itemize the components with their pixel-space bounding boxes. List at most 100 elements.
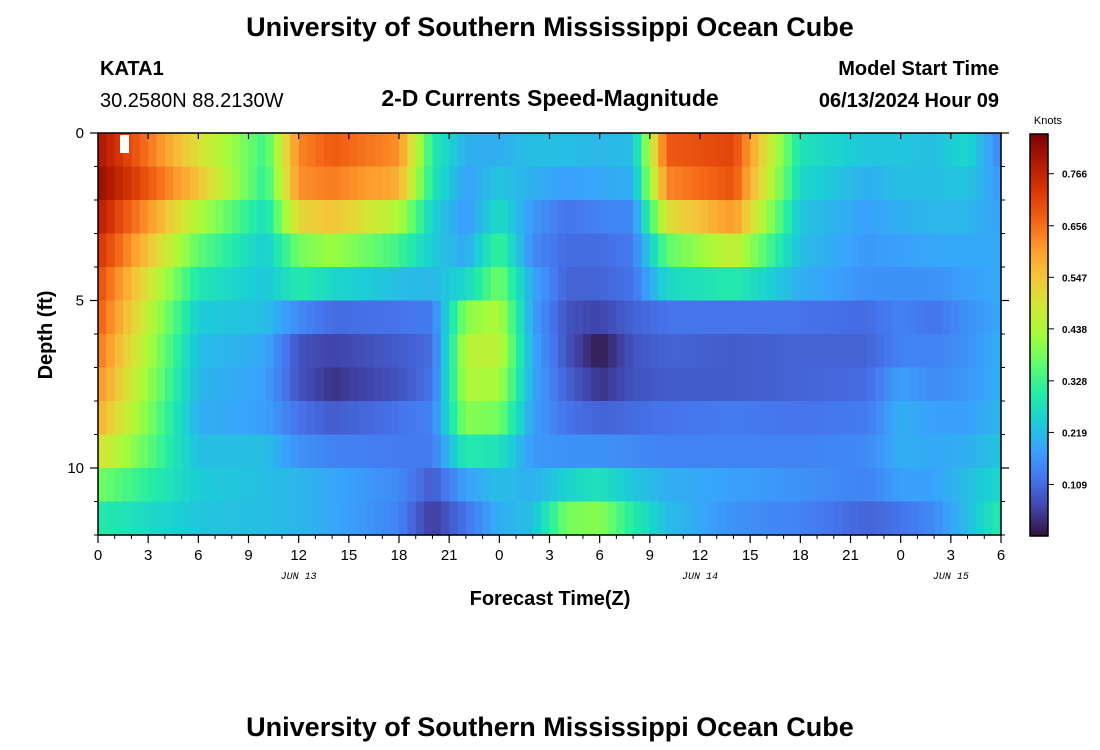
heatmap-cell bbox=[240, 334, 250, 369]
heatmap-cell bbox=[231, 300, 241, 335]
heatmap-cell bbox=[674, 334, 684, 369]
heatmap-cell bbox=[758, 133, 768, 168]
heatmap-cell bbox=[123, 267, 133, 302]
heatmap-cell bbox=[942, 300, 952, 335]
heatmap-cell bbox=[842, 200, 852, 235]
heatmap-cell bbox=[783, 200, 793, 235]
heatmap-cell bbox=[206, 334, 216, 369]
heatmap-cell bbox=[666, 267, 676, 302]
heatmap-cell bbox=[791, 267, 801, 302]
heatmap-cell bbox=[323, 367, 333, 402]
heatmap-cell bbox=[407, 267, 417, 302]
heatmap-cell bbox=[532, 434, 542, 469]
heatmap-cell bbox=[741, 367, 751, 402]
heatmap-cell bbox=[783, 434, 793, 469]
heatmap-cell bbox=[900, 200, 910, 235]
heatmap-cell bbox=[298, 468, 308, 503]
heatmap-cell bbox=[173, 267, 183, 302]
heatmap-cell bbox=[867, 468, 877, 503]
heatmap-cell bbox=[231, 267, 241, 302]
heatmap-cell bbox=[215, 133, 225, 168]
heatmap-cell bbox=[716, 334, 726, 369]
heatmap-cell bbox=[900, 468, 910, 503]
heatmap-cell bbox=[106, 468, 116, 503]
heatmap-cell bbox=[566, 267, 576, 302]
heatmap-cell bbox=[123, 300, 133, 335]
heatmap-cell bbox=[557, 267, 567, 302]
heatmap-cell bbox=[758, 401, 768, 436]
heatmap-cell bbox=[223, 468, 233, 503]
heatmap-cell bbox=[708, 367, 718, 402]
heatmap-cell bbox=[649, 200, 659, 235]
heatmap-cell bbox=[256, 367, 266, 402]
heatmap-cell bbox=[156, 200, 166, 235]
heatmap-cell bbox=[608, 267, 617, 302]
heatmap-cell bbox=[858, 367, 868, 402]
heatmap-cell bbox=[574, 334, 584, 369]
heatmap-cell bbox=[616, 166, 626, 201]
heatmap-cell bbox=[256, 501, 266, 536]
heatmap-cell bbox=[775, 300, 785, 335]
heatmap-cell bbox=[950, 300, 960, 335]
heatmap-cell bbox=[808, 501, 818, 536]
heatmap-cell bbox=[340, 334, 350, 369]
heatmap-cell bbox=[616, 367, 626, 402]
heatmap-cell bbox=[566, 233, 576, 268]
heatmap-cell bbox=[624, 133, 634, 168]
heatmap-cell bbox=[950, 501, 960, 536]
heatmap-cell bbox=[240, 300, 250, 335]
station-coords: 30.2580N 88.2130W bbox=[100, 90, 284, 112]
heatmap-cell bbox=[649, 468, 659, 503]
heatmap-cell bbox=[992, 434, 1002, 469]
heatmap-cell bbox=[791, 166, 801, 201]
heatmap-cell bbox=[240, 401, 250, 436]
heatmap-cell bbox=[164, 166, 174, 201]
heatmap-cell bbox=[850, 501, 860, 536]
heatmap-cell bbox=[766, 233, 776, 268]
heatmap-cell bbox=[390, 434, 400, 469]
heatmap-cell bbox=[674, 468, 684, 503]
heatmap-cell bbox=[566, 367, 576, 402]
heatmap-cell bbox=[465, 434, 475, 469]
heatmap-cell bbox=[624, 501, 634, 536]
heatmap-cell bbox=[950, 200, 960, 235]
heatmap-cell bbox=[432, 434, 442, 469]
heatmap-cell bbox=[741, 401, 751, 436]
heatmap-cell bbox=[131, 200, 141, 235]
heatmap-cell bbox=[348, 434, 358, 469]
heatmap-cell bbox=[532, 367, 542, 402]
heatmap-cell bbox=[382, 334, 392, 369]
heatmap-cell bbox=[482, 501, 492, 536]
heatmap-cell bbox=[215, 501, 225, 536]
heatmap-cell bbox=[557, 367, 567, 402]
heatmap-cell bbox=[365, 267, 375, 302]
heatmap-cell bbox=[691, 367, 701, 402]
heatmap-cell bbox=[691, 434, 701, 469]
heatmap-cell bbox=[240, 468, 250, 503]
colorbar-tick-label: 0.438 bbox=[1062, 325, 1087, 336]
heatmap-cell bbox=[156, 401, 166, 436]
heatmap-cell bbox=[825, 200, 835, 235]
x-tick-label: 3 bbox=[545, 547, 553, 564]
heatmap-cell bbox=[934, 200, 944, 235]
heatmap-cell bbox=[800, 267, 810, 302]
heatmap-cell bbox=[725, 501, 735, 536]
heatmap-cell bbox=[298, 334, 308, 369]
heatmap-cell bbox=[917, 233, 927, 268]
heatmap-cell bbox=[189, 200, 199, 235]
heatmap-cell bbox=[674, 166, 684, 201]
heatmap-cell bbox=[624, 166, 634, 201]
heatmap-cell bbox=[791, 468, 801, 503]
heatmap-cell bbox=[231, 434, 241, 469]
heatmap-cell bbox=[315, 501, 325, 536]
heatmap-cell bbox=[198, 367, 208, 402]
heatmap-cell bbox=[867, 367, 877, 402]
heatmap-cell bbox=[700, 401, 709, 436]
heatmap-cell bbox=[424, 233, 434, 268]
heatmap-cell bbox=[223, 166, 233, 201]
heatmap-cell bbox=[649, 233, 659, 268]
heatmap-cell bbox=[164, 434, 174, 469]
heatmap-cell bbox=[106, 367, 116, 402]
heatmap-cell bbox=[323, 434, 333, 469]
heatmap-cell bbox=[900, 401, 910, 436]
